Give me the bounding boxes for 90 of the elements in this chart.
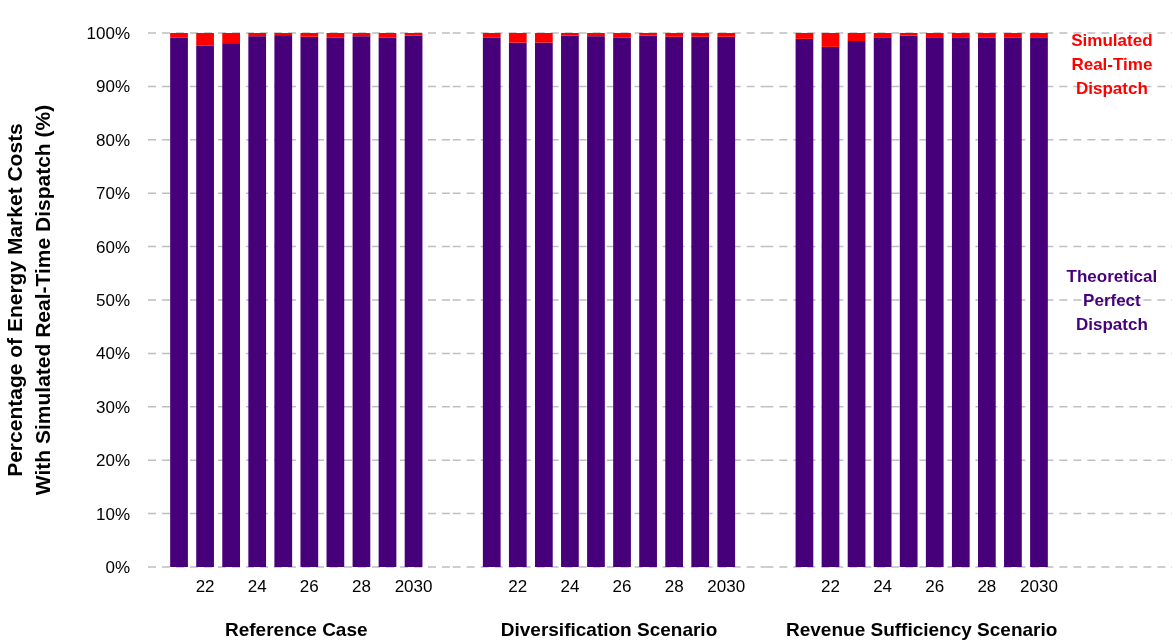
bar: [482, 37, 501, 567]
x-tick-label: 26: [925, 577, 945, 596]
y-tick-label: 50%: [95, 290, 130, 310]
bar: [665, 36, 684, 567]
x-tick-label: 26: [299, 577, 319, 596]
bar: [795, 38, 814, 567]
bar: [352, 36, 371, 567]
y-tick-label: 100%: [86, 23, 130, 43]
bar: [639, 33, 657, 36]
bar: [1030, 33, 1048, 38]
x-axis-title: Reference Case: [225, 619, 368, 640]
bar: [925, 37, 944, 567]
x-tick-label: 22: [821, 577, 840, 596]
bar: [691, 33, 710, 37]
bar: [821, 46, 840, 567]
bar: [925, 33, 944, 38]
bar: [274, 35, 293, 567]
bar: [977, 37, 996, 567]
bar: [534, 42, 553, 567]
y-tick-label: 0%: [105, 557, 130, 577]
bar: [1030, 37, 1048, 567]
bar: [274, 33, 293, 36]
bar: [899, 33, 918, 36]
bar: [196, 45, 214, 567]
bar: [222, 33, 241, 44]
bar: [639, 35, 657, 567]
x-tick-label: 22: [508, 577, 528, 596]
bar: [821, 33, 840, 47]
x-tick-label: 28: [351, 577, 371, 596]
bar: [847, 33, 866, 42]
bar: [508, 42, 527, 567]
bar: [248, 36, 267, 567]
bar: [873, 37, 892, 567]
bar: [222, 43, 241, 567]
bar: [170, 33, 188, 38]
bar: [378, 37, 397, 567]
y-tick-label: 60%: [95, 237, 130, 257]
bar: [1004, 33, 1022, 38]
bar: [561, 35, 579, 567]
bar: [717, 33, 736, 37]
y-tick-label: 70%: [95, 184, 130, 204]
bar: [951, 37, 970, 567]
series-label: Simulated Real-Time Dispatch: [1071, 31, 1153, 98]
x-tick-label: 2030: [707, 577, 746, 596]
bar: [482, 33, 501, 38]
bar: [534, 33, 553, 43]
x-tick-label: 28: [664, 577, 684, 596]
bar: [300, 36, 319, 567]
bar: [977, 33, 996, 38]
bar: [587, 33, 605, 37]
bar: [613, 37, 631, 567]
bar: [795, 33, 814, 39]
x-tick-label: 28: [977, 577, 997, 596]
bar: [951, 33, 970, 38]
y-axis-title: Percentage of Energy Market Costs With Simulated Real-Time Dispatch (%): [3, 104, 54, 496]
bar: [717, 36, 736, 567]
bar: [1004, 37, 1022, 567]
bar: [170, 37, 188, 567]
y-tick-label: 90%: [95, 77, 130, 97]
bar: [404, 33, 423, 36]
bar: [613, 33, 631, 38]
bar: [196, 33, 214, 46]
bar: [899, 35, 918, 567]
bar: [665, 33, 684, 37]
x-axis-title: Diversification Scenario: [500, 619, 718, 640]
x-tick-label: 24: [873, 577, 893, 596]
series-label: Theoretical Perfect Dispatch: [1066, 267, 1158, 335]
y-tick-label: 20%: [95, 451, 130, 471]
y-tick-label: 30%: [95, 397, 130, 417]
bar: [326, 37, 345, 567]
bar: [300, 33, 319, 37]
bar: [561, 33, 579, 36]
bar: [847, 41, 866, 567]
y-tick-label: 80%: [95, 130, 130, 150]
x-tick-label: 26: [612, 577, 632, 596]
bar: [404, 35, 423, 567]
bar: [326, 33, 345, 38]
bar: [508, 33, 527, 43]
x-tick-label: 24: [560, 577, 580, 596]
x-tick-label: 24: [247, 577, 267, 596]
bar: [691, 36, 710, 567]
x-tick-label: 2030: [1020, 577, 1058, 596]
x-axis-title: Revenue Sufficiency Scenario: [786, 619, 1058, 640]
bar: [378, 33, 397, 38]
x-tick-label: 2030: [394, 577, 433, 596]
y-tick-label: 40%: [95, 344, 130, 364]
x-tick-label: 22: [195, 577, 215, 596]
y-tick-label: 10%: [95, 504, 130, 524]
bar: [587, 36, 605, 567]
bar: [248, 33, 267, 37]
